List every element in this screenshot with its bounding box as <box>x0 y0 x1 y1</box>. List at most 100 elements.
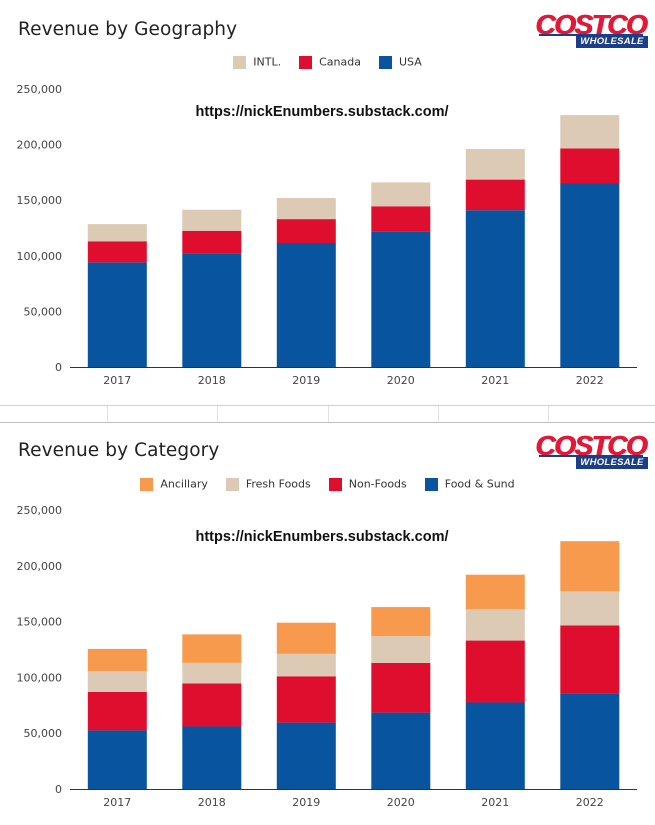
geography-chart-legend: INTL. Canada USA <box>0 55 655 69</box>
divider-tick <box>107 406 108 422</box>
y-tick-label: 200,000 <box>17 139 63 152</box>
bar-ancillary-2022 <box>560 541 620 592</box>
bar-food-sund-2018 <box>182 726 242 789</box>
costco-logo-wordmark: COSTCO <box>535 430 647 461</box>
bar-intl-2022 <box>560 115 620 149</box>
geography-chart-title: Revenue by Geography <box>18 19 238 40</box>
x-tick-label: 2017 <box>103 374 131 387</box>
bar-usa-2021 <box>465 210 525 367</box>
y-tick-label: 100,000 <box>17 250 63 263</box>
costco-logo: COSTCO WHOLESALE <box>533 9 648 50</box>
legend-item-canada: Canada <box>299 55 361 69</box>
bar-food-sund-2022 <box>560 693 620 789</box>
legend-item-ancillary: Ancillary <box>140 477 208 491</box>
bar-canada-2018 <box>182 230 242 254</box>
bar-food-sund-2021 <box>465 702 525 789</box>
x-tick-label: 2017 <box>103 796 131 809</box>
legend-label: Canada <box>319 55 361 69</box>
costco-logo-underline <box>539 34 643 36</box>
bar-ancillary-2017 <box>87 648 147 672</box>
bar-fresh-foods-2018 <box>182 662 242 684</box>
category-chart-panel: Revenue by Category COSTCO WHOLESALE Anc… <box>0 421 655 825</box>
bar-intl-2017 <box>87 224 147 242</box>
x-tick-label: 2020 <box>387 796 415 809</box>
bar-fresh-foods-2021 <box>465 609 525 641</box>
legend-swatch <box>328 477 342 491</box>
bar-canada-2019 <box>276 219 336 243</box>
bar-ancillary-2021 <box>465 574 525 610</box>
y-tick-label: 250,000 <box>17 504 63 517</box>
bar-ancillary-2020 <box>371 607 431 637</box>
bar-ancillary-2018 <box>182 634 242 663</box>
divider-tick <box>328 406 329 422</box>
source-url-annotation: https://nickEnumbers.substack.com/ <box>195 104 448 120</box>
legend-label: Fresh Foods <box>245 477 311 491</box>
x-tick-label: 2021 <box>481 374 509 387</box>
legend-swatch <box>233 55 247 69</box>
bar-food-sund-2020 <box>371 712 431 789</box>
costco-logo: COSTCO WHOLESALE <box>533 430 648 471</box>
legend-swatch <box>299 55 313 69</box>
costco-logo-wholesale: WHOLESALE <box>576 36 648 48</box>
bar-fresh-foods-2017 <box>87 671 147 692</box>
y-tick-label: 100,000 <box>17 671 63 684</box>
geography-chart-plot: 0 50,000 100,000 150,000 200,000 250,000 2017 2… <box>17 83 637 387</box>
legend-item-food-sund: Food & Sund <box>424 477 515 491</box>
y-tick-label: 200,000 <box>17 560 63 573</box>
x-tick-label: 2022 <box>576 796 604 809</box>
legend-swatch <box>378 55 392 69</box>
x-tick-label: 2018 <box>198 374 226 387</box>
y-tick-label: 50,000 <box>24 727 63 740</box>
legend-label: Non-Foods <box>348 477 407 491</box>
bar-non-foods-2018 <box>182 683 242 727</box>
bar-canada-2021 <box>465 179 525 211</box>
bar-fresh-foods-2019 <box>276 654 336 677</box>
x-tick-label: 2022 <box>576 374 604 387</box>
bar-usa-2018 <box>182 253 242 367</box>
source-url-annotation: https://nickEnumbers.substack.com/ <box>195 529 448 545</box>
legend-item-usa: USA <box>378 55 422 69</box>
bar-canada-2017 <box>87 241 147 263</box>
bar-usa-2020 <box>371 231 431 367</box>
bar-canada-2020 <box>371 206 431 232</box>
legend-item-intl: INTL. <box>233 55 281 69</box>
bar-intl-2020 <box>371 182 431 207</box>
divider-tick <box>438 406 439 422</box>
category-chart-legend: Ancillary Fresh Foods Non-Foods Food & Sund <box>0 477 655 491</box>
x-tick-label: 2021 <box>481 796 509 809</box>
bar-usa-2022 <box>560 183 620 367</box>
x-tick-label: 2019 <box>292 796 320 809</box>
bar-usa-2019 <box>276 243 336 367</box>
legend-swatch <box>225 477 239 491</box>
bar-non-foods-2020 <box>371 662 431 713</box>
legend-item-non-foods: Non-Foods <box>328 477 407 491</box>
bar-non-foods-2021 <box>465 640 525 703</box>
costco-logo-wordmark: COSTCO <box>535 9 647 40</box>
legend-swatch <box>424 477 438 491</box>
legend-label: Food & Sund <box>444 477 515 491</box>
divider-tick <box>217 406 218 422</box>
category-chart-title: Revenue by Category <box>18 440 220 461</box>
bar-usa-2017 <box>87 262 147 367</box>
bar-intl-2021 <box>465 149 525 180</box>
bar-non-foods-2017 <box>87 691 147 731</box>
bar-food-sund-2017 <box>87 730 147 789</box>
bar-non-foods-2019 <box>276 676 336 723</box>
y-tick-label: 250,000 <box>17 83 63 96</box>
y-tick-label: 150,000 <box>17 194 63 207</box>
panel-divider <box>0 405 655 423</box>
geography-chart-panel: Revenue by Geography COSTCO WHOLESALE IN… <box>0 0 655 405</box>
legend-label: Ancillary <box>160 477 208 491</box>
bar-fresh-foods-2022 <box>560 591 620 626</box>
bar-non-foods-2022 <box>560 625 620 694</box>
category-chart-plot: 0 50,000 100,000 150,000 200,000 250,000 2017 2… <box>17 504 637 809</box>
legend-label: USA <box>398 55 422 69</box>
legend-item-fresh-foods: Fresh Foods <box>225 477 311 491</box>
bar-food-sund-2019 <box>276 722 336 789</box>
y-tick-label: 50,000 <box>24 305 63 318</box>
bar-intl-2019 <box>276 198 336 220</box>
divider-tick <box>548 406 549 422</box>
legend-swatch <box>140 477 154 491</box>
x-tick-label: 2018 <box>198 796 226 809</box>
costco-logo-underline <box>539 455 643 457</box>
